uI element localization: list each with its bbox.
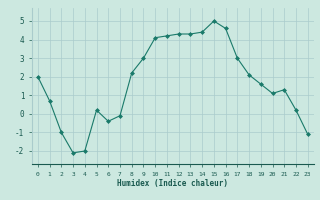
X-axis label: Humidex (Indice chaleur): Humidex (Indice chaleur) <box>117 179 228 188</box>
